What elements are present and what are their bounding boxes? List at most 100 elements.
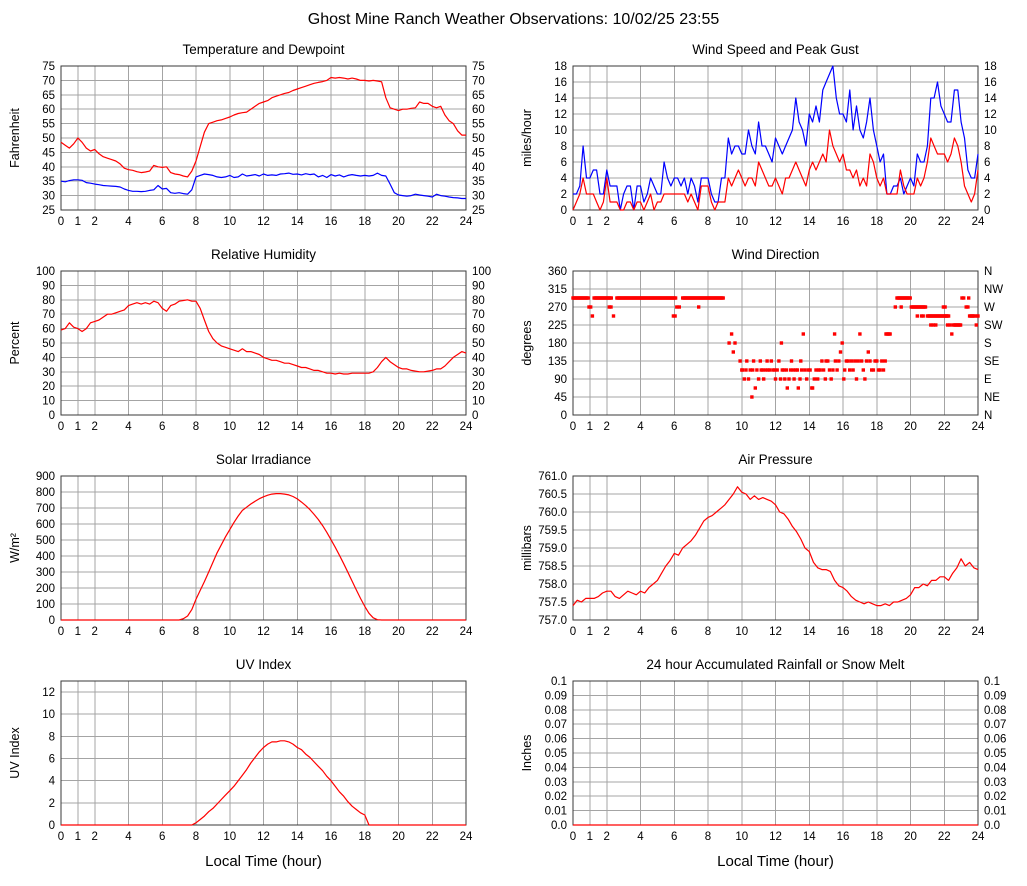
y-tick-label-right: 0.01 (984, 806, 1006, 818)
scatter-point (609, 305, 613, 309)
y-tick-label-right: 70 (472, 75, 485, 87)
scatter-point (758, 359, 762, 363)
scatter-point (864, 359, 869, 363)
scatter-point (840, 341, 844, 345)
y-tick-label: 30 (42, 191, 55, 203)
grid-lines (572, 680, 979, 826)
y-tick-label: 0.1 (551, 676, 567, 688)
scatter-point (823, 377, 827, 381)
x-tick-label: 8 (705, 421, 711, 433)
scatter-point (748, 368, 752, 372)
scatter-point (751, 368, 755, 372)
y-tick-label: 700 (36, 503, 55, 515)
scatter-point (814, 368, 818, 372)
x-tick-label: 22 (426, 626, 439, 638)
scatter-point (789, 359, 794, 363)
y-tick-label: 14 (554, 93, 567, 105)
y-tick-label: 45 (42, 147, 55, 159)
x-tick-label: 2 (92, 626, 98, 638)
scatter-point (773, 377, 778, 381)
y-tick-label-right: S (984, 338, 992, 350)
y-tick-label-right: W (984, 302, 995, 314)
y-tick-label: 0.04 (545, 762, 568, 774)
y-tick-label-right: N (984, 410, 992, 422)
y-tick-label: 0.07 (545, 719, 567, 731)
y-tick-label: 55 (42, 119, 55, 131)
y-tick-label-right: 0.02 (984, 791, 1006, 803)
x-tick-label: 16 (837, 831, 850, 843)
scatter-point (731, 350, 735, 354)
y-tick-label-right: 50 (472, 338, 485, 350)
y-tick-label: 25 (42, 205, 55, 217)
y-tick-label: 6 (561, 157, 567, 169)
x-tick-label: 24 (460, 216, 473, 228)
scatter-point (854, 377, 859, 381)
scatter-point (590, 314, 595, 318)
series-wind-speed (572, 129, 979, 211)
y-tick-label: 60 (42, 104, 55, 116)
grid-lines (572, 475, 979, 621)
x-tick-label: 14 (291, 626, 304, 638)
x-tick-label: 12 (769, 831, 782, 843)
y-tick-label-right: 50 (472, 133, 485, 145)
chart-title: 24 hour Accumulated Rainfall or Snow Mel… (646, 657, 904, 672)
scatter-point (883, 359, 887, 363)
chart-solar-irradiance: Solar Irradiance W/m² 0 1 2 4 6 8 10 12 14 16 18 20 22… (5, 448, 510, 653)
y-axis-label: Inches (520, 735, 534, 772)
scatter-point (791, 368, 795, 372)
plot-border (572, 475, 979, 621)
x-tick-label: 0 (570, 831, 576, 843)
x-tick-label: 12 (769, 626, 782, 638)
y-tick-label-right: 6 (984, 157, 990, 169)
scatter-point (843, 368, 847, 372)
y-tick-label: 759.0 (538, 543, 567, 555)
y-tick-label-right: 25 (472, 205, 485, 217)
scatter-point (782, 368, 786, 372)
y-tick-label-right: 30 (472, 191, 485, 203)
x-axis-title: Local Time (hour) (717, 853, 834, 870)
scatter-point (858, 332, 862, 336)
y-tick-label: 0 (49, 820, 55, 832)
chart-title: Wind Direction (732, 247, 820, 262)
x-tick-label: 18 (870, 421, 883, 433)
x-tick-label: 0 (58, 421, 64, 433)
scatter-point (859, 359, 864, 363)
scatter-point (733, 341, 737, 345)
y-tick-label: 2 (49, 798, 55, 810)
scatter-point (976, 314, 980, 318)
y-tick-label: 0.06 (545, 734, 567, 746)
scatter-point (960, 296, 964, 300)
scatter-point (677, 305, 681, 309)
x-axis-title: Local Time (hour) (205, 853, 322, 870)
y-tick-label: 300 (36, 567, 55, 579)
y-tick-label: 8 (49, 731, 55, 743)
y-tick-label-right: 0.06 (984, 734, 1006, 746)
grid-lines (572, 270, 979, 416)
y-tick-label-right: 10 (984, 125, 997, 137)
x-tick-label: 10 (223, 421, 236, 433)
scatter-point (919, 314, 924, 318)
scatter-point (778, 377, 783, 381)
x-tick-label: 22 (938, 831, 951, 843)
x-tick-label: 16 (325, 216, 338, 228)
chart-temperature-dewpoint: Temperature and Dewpoint Fahrenheit 0 1 2 4 6 8… (5, 38, 510, 243)
x-tick-label: 4 (637, 421, 644, 433)
scatter-point (784, 368, 789, 372)
x-tick-label: 2 (604, 626, 610, 638)
x-tick-label: 6 (159, 421, 165, 433)
y-tick-label-right: 0.04 (984, 762, 1007, 774)
scatter-point (816, 368, 821, 372)
plot-border (572, 270, 979, 416)
x-tick-label: 24 (972, 626, 985, 638)
scatter-point (820, 359, 824, 363)
y-tick-label-right: 4 (984, 173, 991, 185)
scatter-point (833, 359, 838, 363)
scatter-point (745, 359, 749, 363)
x-tick-label: 24 (460, 831, 473, 843)
scatter-point (729, 332, 734, 336)
y-tick-label: 757.0 (538, 615, 567, 627)
scatter-point (908, 296, 912, 300)
scatter-point (873, 359, 877, 363)
x-tick-label: 1 (75, 831, 81, 843)
scatter-point (837, 359, 841, 363)
